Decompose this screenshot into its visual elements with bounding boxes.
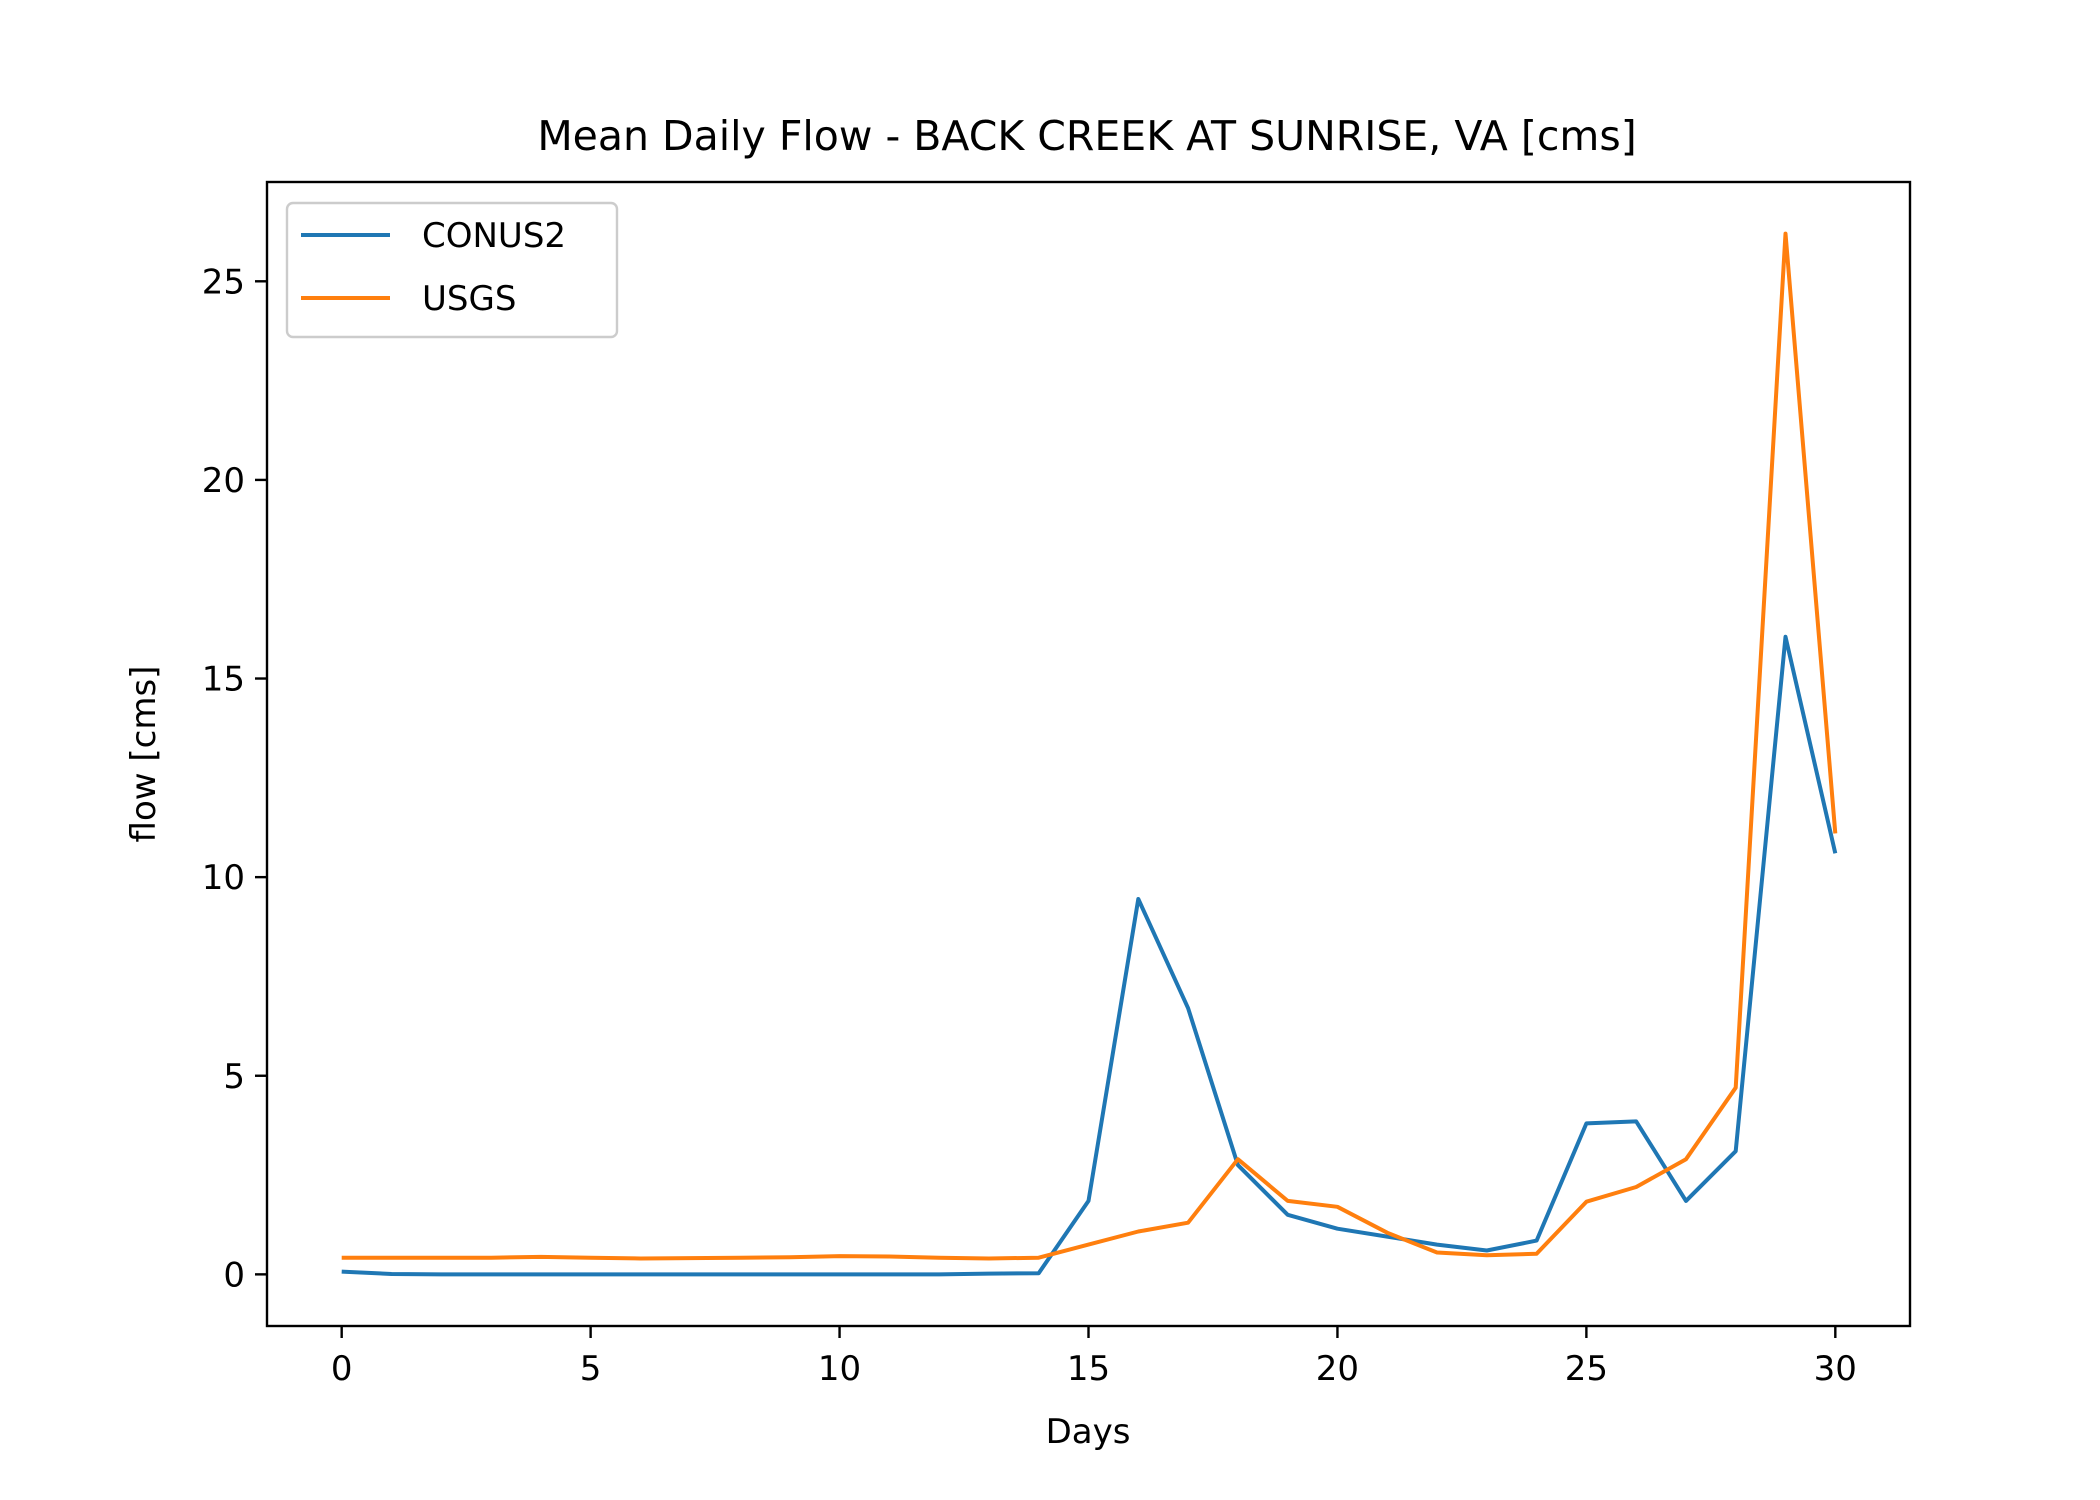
series-line-usgs xyxy=(341,231,1838,1261)
legend-label-conus2: CONUS2 xyxy=(422,216,566,256)
x-tick-label: 15 xyxy=(1067,1349,1110,1389)
axis-ticks: 0 5 10 15 20 25 30 0 5 10 15 20 25 xyxy=(202,262,1857,1389)
x-axis-label: Days xyxy=(1046,1412,1131,1452)
y-tick-label: 25 xyxy=(202,262,245,302)
y-tick-label: 0 xyxy=(223,1255,245,1295)
y-tick-label: 20 xyxy=(202,461,245,501)
x-tick-label: 10 xyxy=(818,1349,861,1389)
x-tick-label: 5 xyxy=(580,1349,602,1389)
legend-label-usgs: USGS xyxy=(422,279,516,319)
x-tick-label: 25 xyxy=(1565,1349,1608,1389)
x-tick-label: 0 xyxy=(331,1349,353,1389)
y-tick-label: 10 xyxy=(202,858,245,898)
plot-area xyxy=(341,231,1838,1277)
legend: CONUS2 USGS xyxy=(285,201,619,339)
x-tick-label: 20 xyxy=(1316,1349,1359,1389)
y-tick-label: 15 xyxy=(202,660,245,700)
x-tick-label: 30 xyxy=(1814,1349,1857,1389)
series-line-conus2 xyxy=(341,634,1838,1277)
y-tick-label: 5 xyxy=(223,1057,245,1097)
chart-title: Mean Daily Flow - BACK CREEK AT SUNRISE,… xyxy=(537,112,1636,160)
y-axis-label: flow [cms] xyxy=(124,666,164,843)
